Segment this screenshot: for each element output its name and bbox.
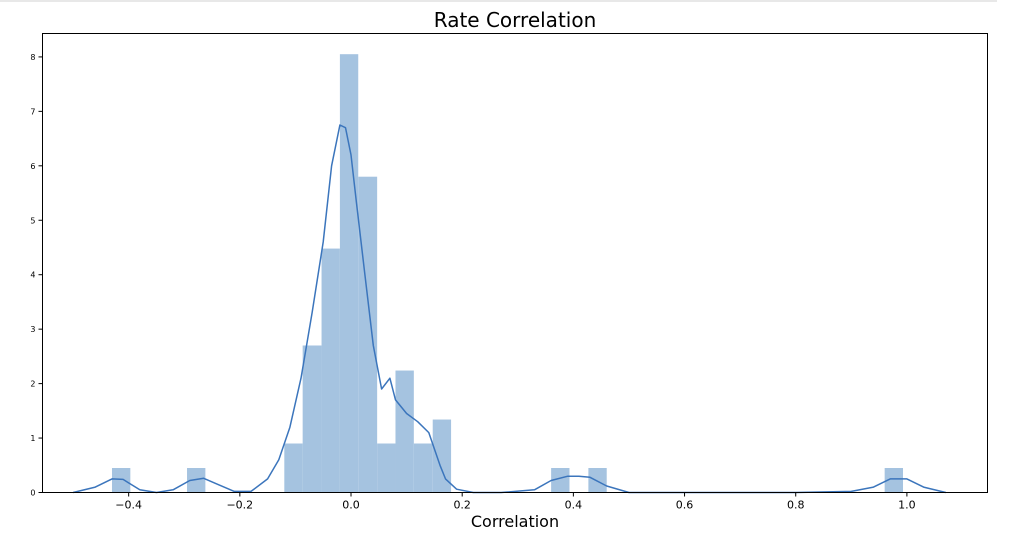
y-tick-label-5: 5 bbox=[30, 216, 35, 225]
chart-title: Rate Correlation bbox=[434, 8, 597, 32]
y-tick-label-1: 1 bbox=[30, 434, 35, 443]
x-tick-label-3: 0.2 bbox=[453, 499, 471, 512]
x-tick-label-1: −0.2 bbox=[226, 499, 253, 512]
histogram-bar-0 bbox=[111, 467, 131, 493]
histogram-bars bbox=[111, 54, 904, 493]
x-tick-label-0: −0.4 bbox=[115, 499, 142, 512]
histogram-bar-4 bbox=[321, 248, 340, 493]
histogram-bar-11 bbox=[551, 467, 570, 493]
y-tick-label-4: 4 bbox=[30, 271, 35, 280]
x-tick-label-5: 0.6 bbox=[676, 499, 694, 512]
histogram-bar-2 bbox=[284, 443, 303, 493]
y-tick-label-6: 6 bbox=[30, 162, 35, 171]
plot-area-frame bbox=[42, 33, 988, 493]
y-tick-label-3: 3 bbox=[30, 325, 35, 334]
y-tick-label-8: 8 bbox=[30, 53, 35, 62]
y-tick-label-0: 0 bbox=[30, 489, 35, 498]
histogram-bar-6 bbox=[358, 176, 378, 493]
histogram-bar-13 bbox=[884, 467, 904, 493]
y-tick-label-2: 2 bbox=[30, 380, 35, 389]
histogram-bar-7 bbox=[377, 443, 396, 493]
x-axis-ticks: −0.4 −0.2 0.0 0.2 0.4 0.6 0.8 1.0 bbox=[115, 492, 916, 512]
x-tick-label-6: 0.8 bbox=[787, 499, 805, 512]
y-axis-ticks: 0 1 2 3 4 5 6 7 8 bbox=[30, 53, 43, 498]
x-tick-label-2: 0.0 bbox=[342, 499, 360, 512]
kde-curve-group bbox=[72, 124, 946, 494]
x-tick-label-7: 1.0 bbox=[898, 499, 916, 512]
histogram-bar-9 bbox=[413, 443, 433, 493]
histogram-bar-3 bbox=[302, 345, 322, 493]
histogram-bar-5 bbox=[339, 54, 359, 493]
x-axis-label: Correlation bbox=[471, 512, 559, 531]
histogram-bar-8 bbox=[395, 370, 414, 493]
histogram-bar-10 bbox=[432, 419, 452, 493]
x-tick-label-4: 0.4 bbox=[565, 499, 583, 512]
histogram-bar-1 bbox=[187, 467, 206, 493]
histogram-bar-12 bbox=[588, 467, 607, 493]
kde-line bbox=[72, 124, 946, 494]
y-tick-label-7: 7 bbox=[30, 107, 35, 116]
